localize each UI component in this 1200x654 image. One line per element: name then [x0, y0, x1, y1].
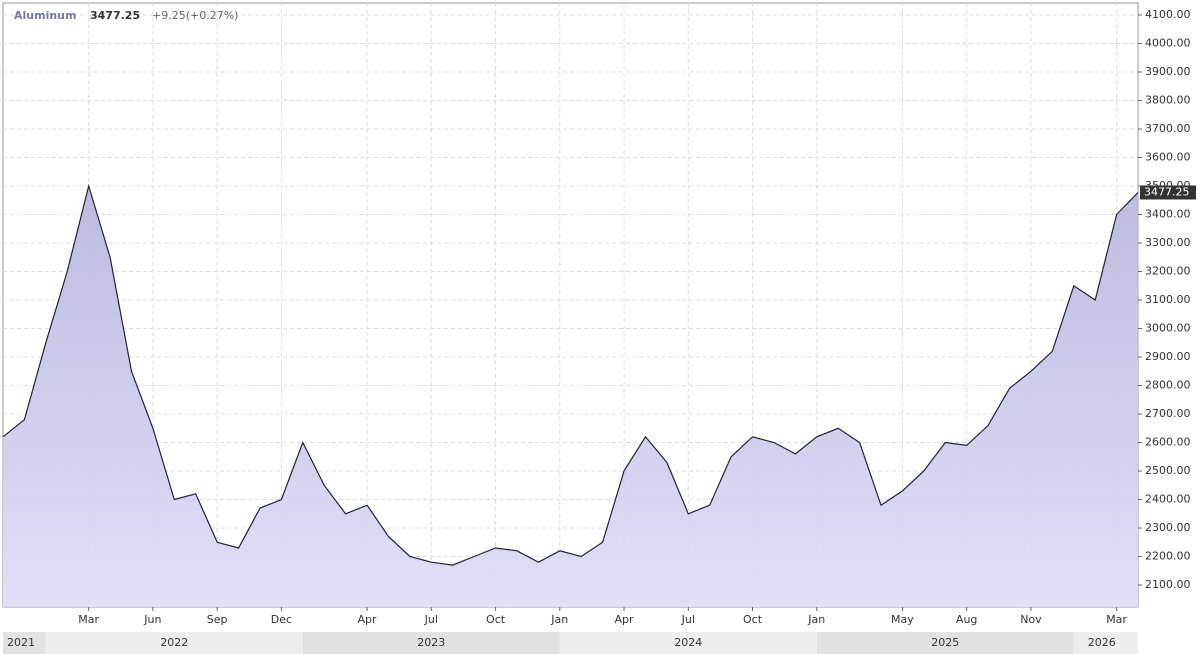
instrument-name: Aluminum [14, 9, 76, 22]
year-band [45, 632, 303, 654]
y-tick-label: 2100.00 [1145, 578, 1191, 591]
x-tick-label: Oct [486, 613, 506, 626]
year-band [559, 632, 817, 654]
y-tick-label: 3900.00 [1145, 65, 1191, 78]
x-tick-label: Jan [807, 613, 825, 626]
x-tick-label: Jun [143, 613, 161, 626]
y-tick-label: 2600.00 [1145, 436, 1191, 449]
x-tick-label: Mar [78, 613, 99, 626]
x-tick-label: Dec [271, 613, 292, 626]
x-tick-label: Nov [1020, 613, 1042, 626]
x-tick-label: Jan [550, 613, 568, 626]
y-tick-label: 2400.00 [1145, 493, 1191, 506]
x-tick-label: Sep [207, 613, 228, 626]
year-band [302, 632, 560, 654]
area-fill [3, 186, 1138, 607]
y-tick-label: 2200.00 [1145, 550, 1191, 563]
x-tick-label: Jul [424, 613, 438, 626]
y-tick-label: 3300.00 [1145, 236, 1191, 249]
y-tick-label: 3400.00 [1145, 207, 1191, 220]
y-tick-label: 3800.00 [1145, 93, 1191, 106]
y-tick-label: 4000.00 [1145, 36, 1191, 49]
year-band [1073, 632, 1138, 654]
year-band [816, 632, 1074, 654]
y-tick-label: 3700.00 [1145, 122, 1191, 135]
x-tick-label: Apr [615, 613, 635, 626]
last-price: 3477.25 [90, 9, 140, 22]
year-band [3, 632, 46, 654]
y-tick-label: 3200.00 [1145, 265, 1191, 278]
year-label: 2026 [1088, 636, 1116, 649]
year-label: 2021 [7, 636, 35, 649]
year-label: 2023 [417, 636, 445, 649]
price-change: +9.25(+0.27%) [152, 9, 238, 22]
x-tick-label: Oct [743, 613, 763, 626]
x-tick-label: Apr [358, 613, 378, 626]
y-tick-label: 2500.00 [1145, 464, 1191, 477]
y-tick-label: 3100.00 [1145, 293, 1191, 306]
y-tick-label: 4100.00 [1145, 8, 1191, 21]
x-tick-label: Mar [1106, 613, 1127, 626]
y-tick-label: 2800.00 [1145, 379, 1191, 392]
price-tag-label: 3477.25 [1144, 185, 1190, 198]
x-tick-label: Jul [681, 613, 695, 626]
y-tick-label: 2900.00 [1145, 350, 1191, 363]
y-tick-label: 2700.00 [1145, 407, 1191, 420]
price-tag [1140, 185, 1196, 200]
year-label: 2024 [674, 636, 702, 649]
x-tick-label: Aug [956, 613, 977, 626]
year-label: 2025 [931, 636, 959, 649]
y-tick-label: 3600.00 [1145, 150, 1191, 163]
y-tick-label: 2300.00 [1145, 521, 1191, 534]
x-tick-label: May [891, 613, 914, 626]
y-tick-label: 3000.00 [1145, 322, 1191, 335]
year-label: 2022 [160, 636, 188, 649]
price-line [2, 183, 1139, 566]
